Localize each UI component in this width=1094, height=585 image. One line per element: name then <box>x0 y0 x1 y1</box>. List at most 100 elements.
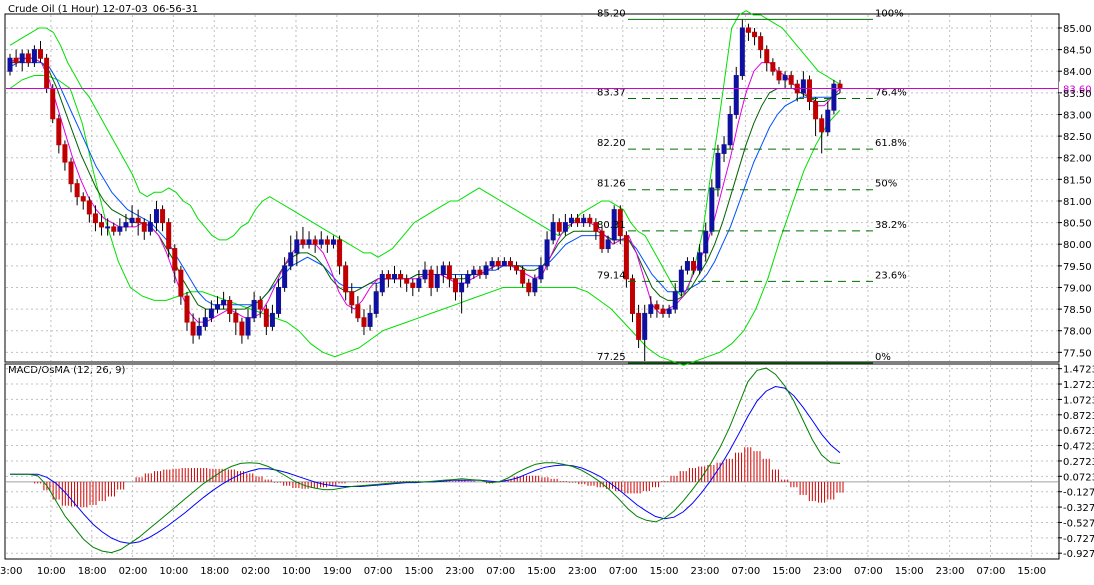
candle-body <box>227 299 233 314</box>
candle-body <box>691 261 697 271</box>
candle-body <box>361 317 367 327</box>
candle-body <box>215 304 220 310</box>
x-tick-label: 23:00 <box>568 566 597 577</box>
candle-body <box>605 239 611 250</box>
y-tick-label: 0.2723 <box>1063 457 1094 468</box>
candle-body <box>672 291 678 310</box>
candle-body <box>379 274 385 293</box>
candle-body <box>465 274 471 284</box>
candle-body <box>245 317 251 336</box>
x-tick-label: 15:00 <box>405 566 434 577</box>
x-tick-label: 10:00 <box>37 566 66 577</box>
candle-body <box>74 183 80 198</box>
x-tick-label: 3:00 <box>0 566 22 577</box>
candle-body <box>153 209 159 224</box>
fib-price-label: 81.26 <box>597 179 626 190</box>
y-tick-label: 80.00 <box>1063 240 1092 251</box>
candle-body <box>770 62 776 72</box>
y-tick-label: 79.50 <box>1063 262 1092 273</box>
y-tick-label: 0.4723 <box>1063 442 1094 453</box>
candle-body <box>495 261 501 267</box>
fib-price-label: 83.37 <box>597 87 626 98</box>
candle-body <box>483 265 489 276</box>
candle-body <box>739 27 745 77</box>
candle-body <box>25 53 31 64</box>
x-tick-label: 07:00 <box>977 566 1006 577</box>
candle-body <box>477 269 483 275</box>
candle-body <box>703 230 709 254</box>
candle-body <box>440 265 446 276</box>
candle-body <box>337 239 343 267</box>
candle-body <box>233 312 239 323</box>
fib-level-label: 38.2% <box>875 220 907 231</box>
x-tick-label: 15:00 <box>772 566 801 577</box>
candle-body <box>575 217 581 224</box>
y-tick-label: 81.00 <box>1063 197 1092 208</box>
candle-body <box>288 252 294 267</box>
candle-body <box>202 317 208 327</box>
y-tick-label: 0.6723 <box>1063 426 1094 437</box>
candle-body <box>80 196 86 202</box>
candle-body <box>373 291 379 314</box>
candle-body <box>623 235 629 280</box>
macd-line <box>10 367 841 554</box>
x-tick-label: 23:00 <box>691 566 720 577</box>
y-tick-label: 81.50 <box>1063 175 1092 186</box>
candle-body <box>806 79 812 102</box>
candle-body <box>312 239 318 245</box>
y-tick-label: -0.7277 <box>1063 534 1094 545</box>
x-tick-label: 15:00 <box>895 566 924 577</box>
candle-body <box>453 278 459 293</box>
candle-body <box>520 269 526 284</box>
candle-body <box>526 282 532 293</box>
candle-body <box>825 109 831 133</box>
candle-body <box>434 274 440 288</box>
candle-body <box>385 274 391 280</box>
x-tick-label: 02:00 <box>119 566 148 577</box>
candle-body <box>276 286 282 314</box>
candle-body <box>172 248 178 271</box>
x-tick-label: 10:00 <box>282 566 311 577</box>
x-tick-label: 15:00 <box>527 566 556 577</box>
candle-body <box>135 217 141 224</box>
fib-price-label: 79.14 <box>597 270 626 281</box>
candle-body <box>813 101 819 120</box>
candle-body <box>819 118 825 133</box>
candle-body <box>654 304 660 310</box>
candle-body <box>752 31 758 38</box>
candle-body <box>642 312 648 340</box>
candle-body <box>86 200 92 215</box>
x-tick-label: 15:00 <box>650 566 679 577</box>
current-price-label: 83.60 <box>1063 85 1092 96</box>
candle-body <box>251 299 257 319</box>
candle-body <box>568 217 574 224</box>
candle-body <box>56 118 62 146</box>
candle-body <box>13 57 19 64</box>
y-tick-label: -0.9277 <box>1063 549 1094 560</box>
candle-body <box>367 312 373 327</box>
candle-body <box>782 75 788 81</box>
x-tick-label: 18:00 <box>78 566 107 577</box>
candle-body <box>501 261 507 267</box>
candle-body <box>684 261 690 271</box>
fib-price-label: 82.20 <box>597 138 626 149</box>
candle-body <box>99 222 105 228</box>
candle-body <box>349 291 355 306</box>
candle-body <box>611 209 617 241</box>
candle-body <box>160 209 166 224</box>
candle-body <box>166 222 172 250</box>
candle-body <box>556 222 562 232</box>
candle-body <box>544 239 550 267</box>
x-tick-label: 07:00 <box>609 566 638 577</box>
candle-body <box>587 217 593 224</box>
candle-body <box>721 144 727 154</box>
chart-title: Crude Oil (1 Hour) 12-07-03_06-56-31 <box>8 4 198 15</box>
candle-body <box>831 83 837 111</box>
x-tick-label: 07:00 <box>364 566 393 577</box>
y-tick-label: 84.50 <box>1063 46 1092 57</box>
candle-body <box>263 308 269 327</box>
candle-body <box>758 36 764 51</box>
candle-body <box>666 308 672 314</box>
candle-body <box>257 299 263 310</box>
fib-level-label: 61.8% <box>875 138 907 149</box>
